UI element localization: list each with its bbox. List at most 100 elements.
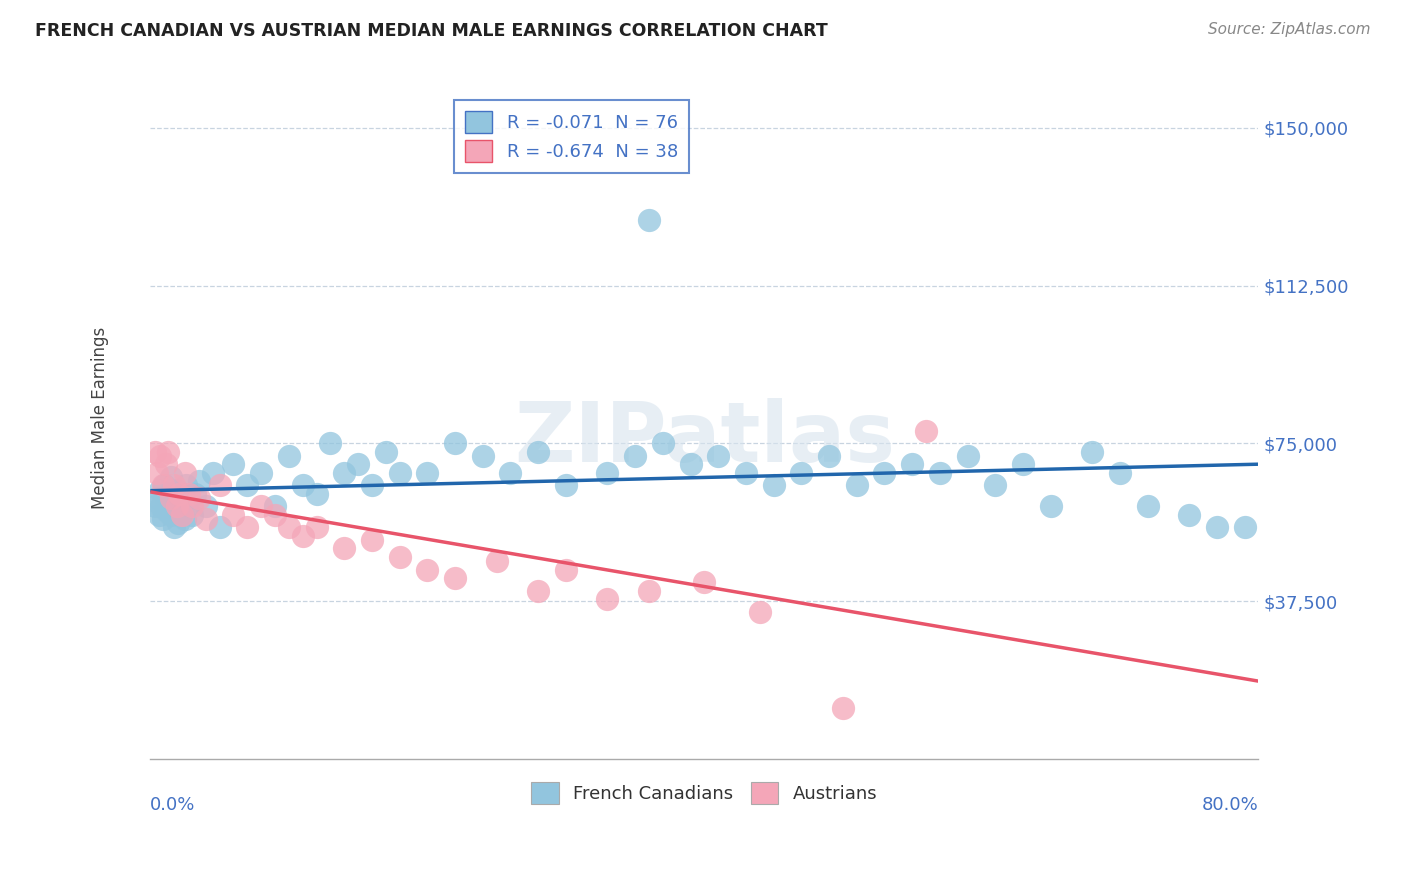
Point <box>638 583 661 598</box>
Point <box>956 449 979 463</box>
Point <box>361 478 384 492</box>
Point <box>264 508 287 522</box>
Point <box>179 491 201 505</box>
Point <box>167 516 190 531</box>
Point <box>832 701 855 715</box>
Point <box>596 466 619 480</box>
Point <box>291 529 314 543</box>
Point <box>735 466 758 480</box>
Point <box>149 483 172 497</box>
Point <box>638 213 661 227</box>
Point <box>319 436 342 450</box>
Point <box>236 478 259 492</box>
Point <box>388 466 411 480</box>
Point <box>527 444 550 458</box>
Point <box>152 478 174 492</box>
Point <box>155 458 177 472</box>
Point <box>160 508 183 522</box>
Point <box>208 520 231 534</box>
Point <box>180 508 202 522</box>
Point <box>915 424 938 438</box>
Point <box>173 487 195 501</box>
Point <box>277 449 299 463</box>
Point <box>984 478 1007 492</box>
Point <box>157 444 180 458</box>
Point <box>183 487 205 501</box>
Point <box>208 478 231 492</box>
Point <box>169 491 191 505</box>
Point <box>174 466 197 480</box>
Point <box>416 466 439 480</box>
Point <box>361 533 384 547</box>
Point <box>170 508 193 522</box>
Point <box>333 541 356 556</box>
Text: 80.0%: 80.0% <box>1202 797 1258 814</box>
Point <box>305 487 328 501</box>
Point <box>250 466 273 480</box>
Point <box>222 458 245 472</box>
Point <box>1109 466 1132 480</box>
Point <box>153 478 176 492</box>
Point <box>155 491 177 505</box>
Point <box>167 503 190 517</box>
Point <box>471 449 494 463</box>
Point <box>416 562 439 576</box>
Point <box>143 444 166 458</box>
Point <box>748 605 770 619</box>
Point <box>148 508 170 522</box>
Point <box>1233 520 1256 534</box>
Point <box>1178 508 1201 522</box>
Point <box>818 449 841 463</box>
Point <box>291 478 314 492</box>
Point <box>160 491 183 505</box>
Text: FRENCH CANADIAN VS AUSTRIAN MEDIAN MALE EARNINGS CORRELATION CHART: FRENCH CANADIAN VS AUSTRIAN MEDIAN MALE … <box>35 22 828 40</box>
Point <box>347 458 370 472</box>
Text: ZIPatlas: ZIPatlas <box>515 398 894 479</box>
Point <box>149 449 172 463</box>
Point <box>180 500 202 514</box>
Point <box>166 500 188 514</box>
Point <box>174 512 197 526</box>
Point <box>194 500 217 514</box>
Point <box>693 575 716 590</box>
Point <box>201 466 224 480</box>
Point <box>277 520 299 534</box>
Legend: French Canadians, Austrians: French Canadians, Austrians <box>524 774 884 811</box>
Point <box>790 466 813 480</box>
Point <box>165 491 187 505</box>
Point <box>1081 444 1104 458</box>
Point <box>527 583 550 598</box>
Point <box>264 500 287 514</box>
Point <box>179 487 201 501</box>
Text: Median Male Earnings: Median Male Earnings <box>91 327 110 509</box>
Point <box>901 458 924 472</box>
Point <box>176 478 198 492</box>
Point <box>388 549 411 564</box>
Point <box>146 491 169 505</box>
Point <box>1012 458 1035 472</box>
Point <box>444 436 467 450</box>
Point <box>163 520 186 534</box>
Point <box>177 500 200 514</box>
Point <box>160 470 183 484</box>
Point <box>762 478 785 492</box>
Point <box>146 466 169 480</box>
Point <box>651 436 673 450</box>
Point <box>166 483 188 497</box>
Point <box>679 458 702 472</box>
Point <box>845 478 868 492</box>
Point <box>499 466 522 480</box>
Point <box>624 449 647 463</box>
Point <box>156 503 179 517</box>
Point <box>157 487 180 501</box>
Point <box>1136 500 1159 514</box>
Point <box>1039 500 1062 514</box>
Point <box>150 500 173 514</box>
Point <box>194 512 217 526</box>
Point <box>187 491 209 505</box>
Point <box>236 520 259 534</box>
Point <box>187 474 209 488</box>
Point <box>485 554 508 568</box>
Point <box>707 449 730 463</box>
Point <box>333 466 356 480</box>
